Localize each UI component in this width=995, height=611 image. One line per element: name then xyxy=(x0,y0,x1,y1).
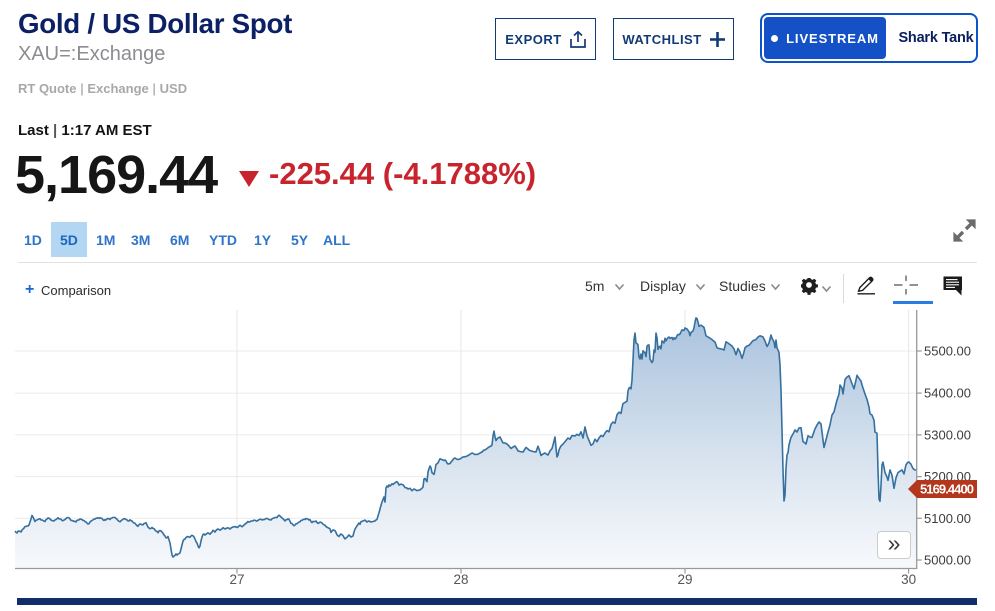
svg-text:5400.00: 5400.00 xyxy=(924,386,971,401)
svg-text:5300.00: 5300.00 xyxy=(924,427,971,442)
svg-text:30: 30 xyxy=(901,572,916,587)
svg-text:29: 29 xyxy=(677,572,692,587)
svg-text:5169.4400: 5169.4400 xyxy=(920,482,974,497)
svg-text:28: 28 xyxy=(453,572,468,587)
svg-text:5100.00: 5100.00 xyxy=(924,511,971,526)
svg-text:27: 27 xyxy=(229,572,244,587)
svg-text:5000.00: 5000.00 xyxy=(924,553,971,568)
svg-text:5500.00: 5500.00 xyxy=(924,344,971,359)
